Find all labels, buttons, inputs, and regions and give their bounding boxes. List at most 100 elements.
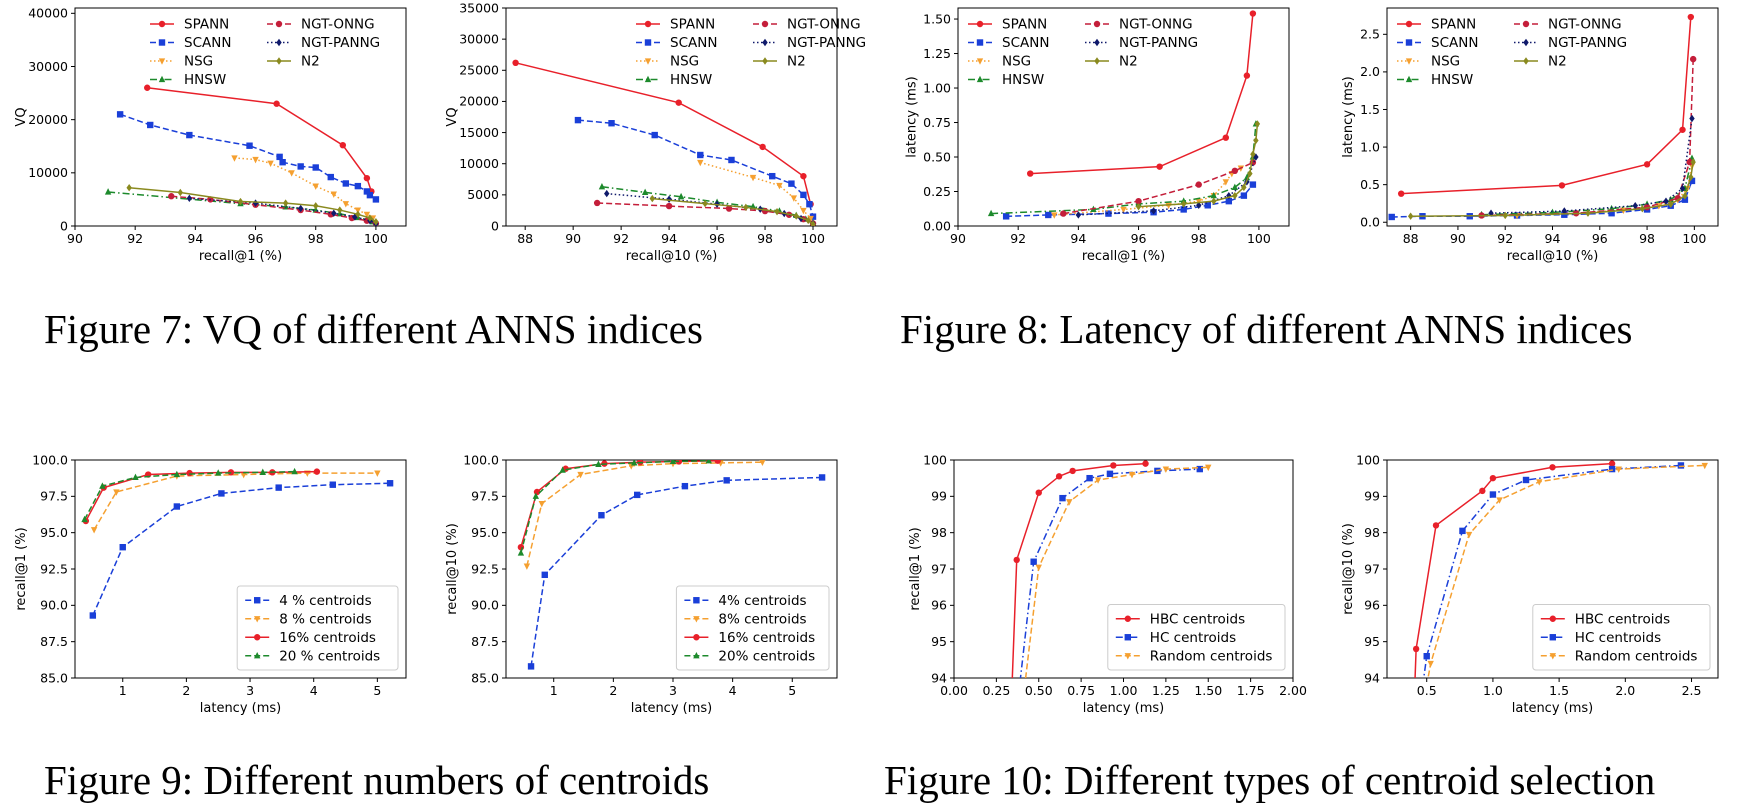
point-n2 — [1502, 211, 1508, 220]
point-ngt-panng — [1561, 207, 1568, 215]
y-tick-label: 95.0 — [40, 525, 68, 540]
series-line-20-centroids — [83, 470, 295, 520]
point-ngt-panng — [1226, 191, 1232, 200]
y-tick-label: 87.5 — [471, 634, 499, 649]
legend-marker — [644, 58, 652, 65]
point-20-centroids — [705, 460, 712, 464]
point-ngt-panng — [1253, 153, 1259, 161]
point-spann — [363, 174, 371, 182]
legend-entry-ngt-onng: NGT-ONNG — [267, 17, 375, 33]
point-scann — [186, 131, 193, 139]
fig9b-data — [517, 460, 826, 670]
point-ngt-onng — [725, 205, 733, 212]
point-n2 — [793, 212, 799, 220]
series-line-nsg — [234, 157, 374, 219]
legend-label: HNSW — [670, 72, 712, 88]
x-tick-label: 100 — [1682, 231, 1706, 246]
point-8-centroids — [577, 471, 584, 479]
point-hnsw — [677, 192, 685, 200]
y-tick-label: 85.0 — [471, 670, 499, 685]
y-tick-label: 94 — [931, 670, 947, 685]
y-tick-label: 94 — [1364, 670, 1380, 685]
legend-marker — [275, 20, 283, 28]
point-ngt-onng — [665, 202, 673, 210]
y-tick-label: 0.25 — [923, 184, 951, 199]
point-20-centroids — [173, 470, 181, 478]
x-tick-label: 94 — [187, 231, 203, 246]
x-tick-label: 90 — [67, 231, 83, 246]
y-tick-label: 100.0 — [463, 452, 499, 467]
legend-label: SPANN — [1431, 17, 1476, 33]
point-random-centroids — [1094, 477, 1102, 484]
point-n2 — [282, 199, 289, 207]
point-8-centroids — [374, 470, 381, 477]
point-spann — [1222, 134, 1230, 141]
legend-label: 20% centroids — [718, 648, 815, 664]
point-4-centroids — [386, 480, 394, 487]
point-n2 — [1254, 120, 1261, 128]
legend-entry-20-centroids: 20% centroids — [684, 648, 815, 664]
point-random-centroids — [1615, 466, 1622, 473]
x-tick-label: 92 — [1497, 231, 1513, 246]
legend-entry-scann: SCANN — [968, 35, 1049, 51]
fig8b-data — [1388, 13, 1697, 221]
x-tick-label: 94 — [661, 231, 677, 246]
legend-marker — [158, 39, 166, 46]
point-20-centroids — [99, 482, 106, 489]
legend-marker — [1124, 634, 1131, 641]
y-tick-label: 95 — [931, 634, 947, 649]
point-hbc-centroids — [1035, 489, 1042, 496]
point-n2 — [337, 206, 343, 214]
point-ngt-onng — [1231, 167, 1239, 175]
x-tick-label: 4 — [729, 683, 737, 698]
point-4-centroids — [681, 482, 689, 490]
legend-entry-ngt-onng: NGT-ONNG — [1514, 17, 1622, 33]
point-n2 — [1585, 209, 1591, 217]
point-scann — [147, 121, 154, 129]
legend-marker — [762, 57, 768, 65]
legend-entry-hbc-centroids: HBC centroids — [1115, 611, 1245, 627]
point-n2 — [1688, 173, 1694, 181]
point-ngt-panng — [666, 195, 672, 203]
y-tick-label: 90.0 — [40, 598, 68, 613]
legend-marker — [254, 616, 261, 623]
fig7a-chart: 90 92 94 96 98 100 0 10000 20000 30000 40000 recall… — [14, 6, 407, 264]
point-hbc-centroids — [1608, 460, 1616, 467]
point-n2 — [126, 184, 132, 192]
point-spann — [512, 59, 519, 67]
y-tick-label: 100.0 — [32, 452, 68, 467]
y-tick-label: 92.5 — [471, 561, 499, 576]
legend-marker — [693, 634, 700, 641]
legend-marker — [976, 75, 984, 83]
series-line-spann — [147, 87, 373, 192]
legend-entry-spann: SPANN — [1397, 17, 1476, 33]
x-tick-label: 5 — [788, 683, 796, 698]
legend-marker — [693, 597, 700, 604]
x-axis-label: latency (ms) — [1512, 701, 1593, 716]
x-tick-label: 2.00 — [1279, 683, 1307, 698]
point-ngt-panng — [331, 209, 337, 217]
y-tick-label: 2.5 — [1360, 27, 1380, 42]
point-scann — [372, 196, 380, 203]
fig8a-chart: 90 92 94 96 98 100 0.00 0.25 0.50 0.75 1.00 1.25 1.5… — [905, 7, 1290, 264]
series-line-ngt-panng — [606, 192, 814, 225]
point-ngt-panng — [1075, 211, 1082, 219]
legend-marker — [1093, 20, 1101, 28]
point-n2 — [810, 220, 816, 226]
y-tick-label: 1.00 — [923, 80, 951, 95]
legend-label: SCANN — [670, 35, 717, 51]
y-tick-label: 99 — [1364, 489, 1380, 504]
point-scann — [1561, 211, 1568, 218]
point-n2 — [373, 218, 379, 226]
y-tick-label: 10000 — [28, 165, 68, 180]
x-axis-label: recall@1 (%) — [1082, 249, 1165, 264]
point-n2 — [313, 202, 319, 210]
y-tick-label: 95.0 — [471, 525, 499, 540]
point-8-centroids — [538, 501, 545, 508]
legend-label: SCANN — [1431, 35, 1478, 51]
point-scann — [608, 120, 615, 127]
x-tick-label: 88 — [1403, 231, 1419, 246]
point-hbc-centroids — [1142, 460, 1149, 467]
legend-entry-n2: N2 — [267, 54, 320, 70]
legend-marker — [644, 39, 652, 46]
